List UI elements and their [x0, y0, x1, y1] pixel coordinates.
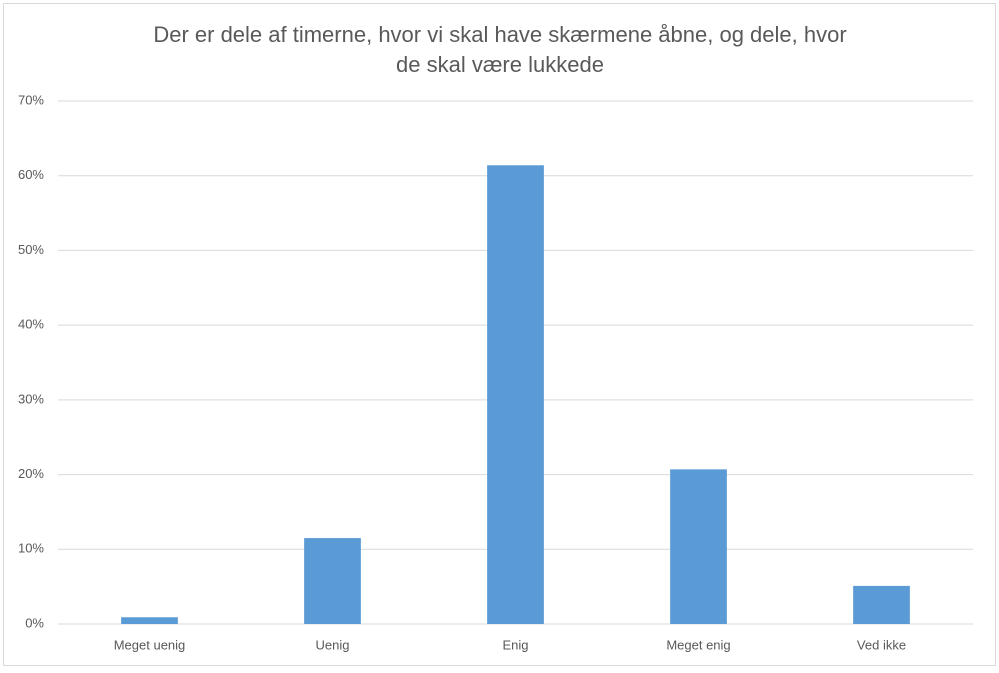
- y-tick-label: 70%: [18, 92, 44, 107]
- y-tick-label: 0%: [25, 615, 44, 630]
- y-tick-label: 60%: [18, 167, 44, 182]
- bar: [670, 469, 727, 624]
- y-tick-label: 30%: [18, 391, 44, 406]
- y-tick-label: 10%: [18, 541, 44, 556]
- bar: [304, 538, 361, 624]
- x-tick-label: Meget uenig: [114, 637, 186, 652]
- x-tick-label: Ved ikke: [857, 637, 906, 652]
- y-tick-label: 50%: [18, 242, 44, 257]
- chart-border: [3, 3, 996, 666]
- bar: [487, 165, 544, 625]
- x-tick-label: Enig: [502, 637, 528, 652]
- bar: [121, 617, 178, 624]
- y-tick-label: 20%: [18, 466, 44, 481]
- bar: [853, 585, 910, 624]
- x-tick-label: Meget enig: [666, 637, 730, 652]
- chart-title: Der er dele af timerne, hvor vi skal hav…: [153, 22, 847, 77]
- y-tick-label: 40%: [18, 317, 44, 332]
- x-tick-label: Uenig: [316, 637, 350, 652]
